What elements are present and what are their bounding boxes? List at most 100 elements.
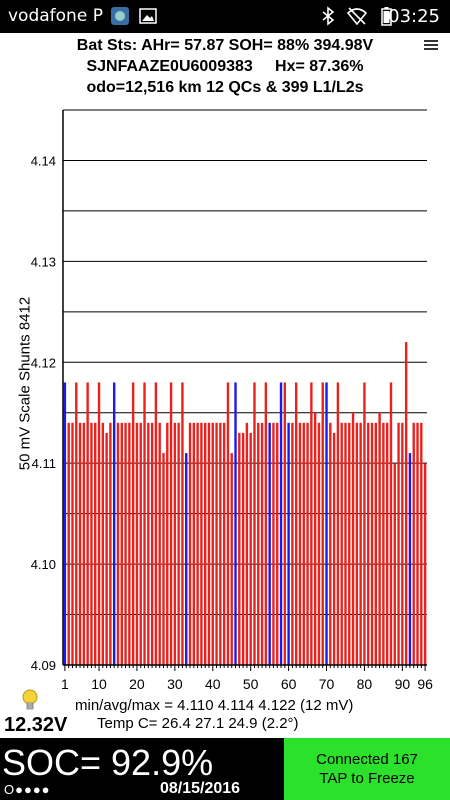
cell-bar bbox=[291, 422, 294, 665]
cell-bar bbox=[124, 422, 127, 665]
cell-bar bbox=[200, 422, 203, 665]
cell-bar bbox=[317, 422, 321, 665]
cell-bar bbox=[397, 422, 400, 665]
cell-bar bbox=[181, 382, 184, 665]
cell-bar bbox=[249, 432, 252, 665]
cell-bar bbox=[226, 382, 230, 665]
y-tick-label: 4.09 bbox=[31, 658, 56, 673]
cell-bar bbox=[264, 382, 268, 665]
cell-bar bbox=[67, 422, 70, 665]
cell-bar bbox=[423, 463, 427, 665]
cell-bar bbox=[348, 422, 351, 665]
cell-bar bbox=[420, 422, 423, 665]
x-tick-label: 96 bbox=[417, 676, 433, 692]
cell-bar bbox=[351, 412, 355, 665]
cell-bar bbox=[313, 412, 317, 665]
x-tick-label: 1 bbox=[61, 676, 69, 692]
cell-bar bbox=[260, 422, 264, 665]
cell-bar bbox=[332, 432, 336, 665]
y-tick-label: 4.13 bbox=[31, 254, 56, 269]
cell-bar bbox=[359, 422, 362, 665]
x-tick-label: 60 bbox=[281, 676, 297, 692]
connect-status-label: Connected 167 bbox=[316, 751, 418, 768]
cell-voltage-chart: 4.09 4.10 4.11 4.12 4.13 4.14 1 10 20 30 40 50 60 70 8… bbox=[31, 109, 433, 692]
bluetooth-icon bbox=[322, 6, 335, 26]
cell-bar bbox=[112, 382, 116, 665]
cell-bar bbox=[120, 422, 123, 665]
menu-line-icon bbox=[424, 48, 438, 50]
menu-line-icon bbox=[424, 44, 438, 46]
cell-bar bbox=[408, 453, 412, 665]
x-tick-label: 70 bbox=[319, 676, 335, 692]
cell-bar bbox=[238, 432, 241, 665]
cell-bar bbox=[416, 422, 419, 665]
cell-bar bbox=[374, 422, 378, 665]
cell-bar bbox=[158, 422, 161, 665]
cell-bar bbox=[234, 382, 237, 665]
cell-bar bbox=[188, 422, 192, 665]
cell-bar bbox=[63, 382, 67, 665]
cell-bar bbox=[185, 453, 188, 665]
x-tick-label: 90 bbox=[395, 676, 411, 692]
cell-bar bbox=[294, 382, 298, 665]
cell-bar bbox=[363, 382, 366, 665]
cell-bar bbox=[222, 422, 226, 665]
x-tick-label: 30 bbox=[167, 676, 183, 692]
cell-bar bbox=[321, 382, 324, 665]
battery-status-header: Bat Sts: AHr= 57.87 SOH= 88% 394.98V SJN… bbox=[0, 35, 450, 98]
connect-freeze-button[interactable]: Connected 167 TAP to Freeze bbox=[284, 738, 450, 800]
x-tick-label: 40 bbox=[205, 676, 221, 692]
cell-bar bbox=[139, 422, 142, 665]
freeze-hint-label: TAP to Freeze bbox=[319, 770, 415, 787]
cell-bar bbox=[401, 422, 404, 665]
y-tick-label: 4.11 bbox=[32, 456, 56, 471]
cell-bar bbox=[71, 422, 74, 665]
cell-bar bbox=[230, 453, 233, 665]
wifi-off-icon bbox=[347, 7, 367, 26]
cell-bar bbox=[382, 422, 385, 665]
cell-bar bbox=[253, 382, 256, 665]
cell-bar bbox=[370, 422, 374, 665]
image-icon bbox=[139, 8, 157, 24]
cell-bar bbox=[203, 422, 207, 665]
cell-bar bbox=[131, 382, 135, 665]
cell-bar bbox=[279, 382, 283, 665]
cell-bar bbox=[90, 422, 93, 665]
cell-bar bbox=[287, 422, 290, 665]
x-tick-label: 10 bbox=[91, 676, 107, 692]
cell-bar bbox=[336, 382, 340, 665]
y-tick-label: 4.10 bbox=[31, 557, 56, 572]
cell-bar bbox=[393, 463, 396, 665]
cell-bar bbox=[86, 382, 89, 665]
stats-block: min/avg/max = 4.110 4.114 4.122 (12 mV) … bbox=[75, 697, 353, 733]
cell-bar bbox=[135, 422, 139, 665]
overflow-menu-button[interactable] bbox=[424, 38, 438, 52]
y-tick-label: 4.14 bbox=[31, 153, 56, 168]
cell-bar bbox=[116, 422, 120, 665]
cell-bar bbox=[173, 422, 177, 665]
cell-bar bbox=[412, 422, 415, 665]
aux-battery-voltage: 12.32V bbox=[4, 714, 68, 736]
cell-bar bbox=[101, 422, 105, 665]
cell-bar bbox=[241, 432, 245, 665]
lightbulb-icon[interactable] bbox=[20, 688, 40, 714]
cell-bar bbox=[166, 422, 169, 665]
cell-bar bbox=[177, 422, 180, 665]
cell-bar bbox=[207, 422, 211, 665]
x-tick-label: 80 bbox=[357, 676, 373, 692]
clock: 03:25 bbox=[388, 6, 440, 27]
y-tick-label: 4.12 bbox=[31, 355, 56, 370]
cell-bar bbox=[283, 382, 287, 665]
cell-bar bbox=[109, 422, 112, 665]
cell-bar bbox=[298, 422, 302, 665]
cell-bar bbox=[404, 342, 408, 665]
cell-bar bbox=[211, 422, 214, 665]
cell-bar bbox=[105, 432, 108, 665]
cell-bar bbox=[385, 422, 389, 665]
cell-bar bbox=[329, 422, 332, 665]
cell-bar bbox=[306, 422, 309, 665]
cell-bar bbox=[325, 382, 328, 665]
carrier-label: vodafone P bbox=[8, 6, 103, 26]
cell-bar bbox=[344, 422, 347, 665]
cell-bar bbox=[94, 422, 97, 665]
